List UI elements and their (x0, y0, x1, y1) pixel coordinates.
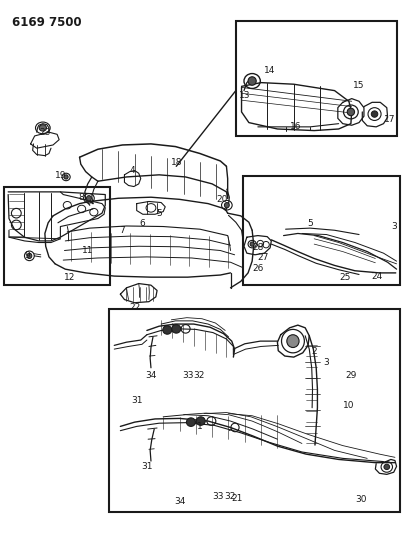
Text: 32: 32 (193, 372, 205, 380)
Text: 19: 19 (55, 172, 66, 180)
Text: 24: 24 (372, 272, 383, 280)
Text: 34: 34 (174, 497, 185, 505)
Ellipse shape (196, 417, 205, 425)
Text: 9: 9 (25, 252, 31, 260)
Ellipse shape (371, 111, 378, 117)
Text: 25: 25 (339, 273, 350, 281)
Text: 28: 28 (252, 244, 264, 252)
Text: 21: 21 (231, 494, 242, 503)
Text: 1: 1 (197, 422, 203, 431)
Text: 33: 33 (182, 372, 194, 380)
Text: 5: 5 (156, 209, 162, 217)
Text: 8: 8 (79, 193, 84, 201)
Text: 23: 23 (39, 128, 51, 136)
Bar (4, 187, 110, 285)
Ellipse shape (186, 418, 195, 426)
Text: 3: 3 (324, 358, 329, 367)
Bar (109, 309, 400, 512)
Text: 17: 17 (384, 116, 395, 124)
Text: 22: 22 (129, 303, 140, 312)
Ellipse shape (248, 77, 256, 85)
Text: 2: 2 (311, 348, 317, 356)
Text: 12: 12 (64, 273, 75, 281)
Text: 10: 10 (343, 401, 355, 409)
Text: 16: 16 (290, 122, 302, 131)
Text: 13: 13 (239, 92, 251, 100)
Text: 3: 3 (391, 222, 397, 231)
Text: 7: 7 (120, 226, 125, 235)
Text: 31: 31 (141, 462, 153, 471)
Ellipse shape (347, 108, 355, 116)
Ellipse shape (172, 325, 181, 333)
Text: 4: 4 (130, 166, 135, 175)
Text: 26: 26 (252, 264, 264, 273)
Ellipse shape (287, 335, 299, 348)
Text: 6169 7500: 6169 7500 (12, 16, 82, 29)
Ellipse shape (250, 242, 254, 246)
Text: 30: 30 (356, 496, 367, 504)
Ellipse shape (384, 464, 390, 470)
Text: 32: 32 (224, 492, 235, 501)
Ellipse shape (163, 326, 172, 334)
Text: 6: 6 (139, 220, 145, 228)
Ellipse shape (64, 175, 68, 179)
Bar (243, 176, 400, 285)
Ellipse shape (39, 125, 47, 131)
Text: 20: 20 (217, 196, 228, 204)
Text: 34: 34 (145, 372, 157, 380)
Text: 14: 14 (264, 66, 275, 75)
Text: 11: 11 (82, 246, 93, 255)
Text: 29: 29 (345, 372, 357, 380)
Text: 33: 33 (213, 492, 224, 501)
Text: 18: 18 (171, 158, 182, 167)
Text: 15: 15 (353, 81, 364, 90)
Ellipse shape (86, 196, 91, 201)
Ellipse shape (224, 203, 229, 208)
Text: 5: 5 (307, 220, 313, 228)
Bar (236, 21, 397, 136)
Ellipse shape (27, 253, 32, 259)
Text: 31: 31 (131, 397, 143, 405)
Text: 27: 27 (257, 254, 269, 262)
